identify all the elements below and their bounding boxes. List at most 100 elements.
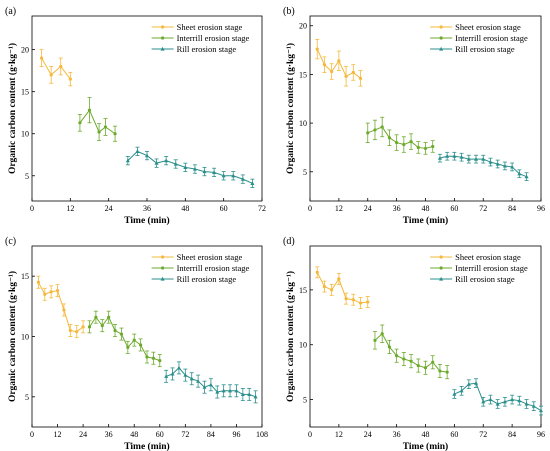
data-point (315, 47, 319, 51)
series-line (79, 109, 116, 135)
data-point (250, 181, 255, 185)
data-point (173, 161, 178, 166)
data-point (176, 365, 181, 370)
legend-label: Sheet erosion stage (455, 252, 521, 262)
data-point (437, 155, 442, 160)
data-point (517, 398, 522, 403)
x-tick-label: 96 (537, 204, 545, 213)
y-tick-label: 15 (299, 70, 307, 79)
data-point (39, 56, 44, 60)
data-point (337, 277, 341, 281)
data-point (322, 63, 327, 67)
x-tick-label: 0 (308, 204, 312, 213)
x-tick-label: 0 (30, 204, 34, 213)
data-point (164, 158, 169, 163)
series-line (367, 126, 433, 149)
x-tick-label: 12 (66, 204, 74, 213)
data-point (445, 370, 449, 374)
y-tick-label: 5 (25, 172, 29, 181)
y-tick-label: 10 (299, 341, 307, 350)
legend-entry: Rill erosion stage (430, 274, 515, 284)
data-point (358, 301, 363, 305)
x-tick-label: 72 (479, 204, 487, 213)
legend-entry: Sheet erosion stage (151, 22, 243, 32)
data-point (395, 354, 399, 358)
data-point (59, 64, 63, 69)
series-rill (164, 361, 258, 404)
y-tick-label: 10 (299, 119, 307, 128)
legend-entry: Sheet erosion stage (151, 252, 242, 262)
data-point (409, 359, 413, 363)
data-point (366, 131, 370, 135)
data-point (113, 328, 117, 333)
data-point (322, 284, 327, 289)
data-point (431, 144, 435, 149)
data-point (247, 392, 252, 397)
legend-label: Interrill erosion stage (455, 263, 528, 273)
series-sheet (39, 49, 73, 87)
data-point (154, 160, 159, 165)
data-point (330, 69, 334, 74)
x-tick-label: 60 (220, 204, 228, 213)
x-tick-label: 36 (393, 204, 401, 213)
data-point (107, 315, 111, 319)
data-point (215, 389, 220, 394)
x-tick-label: 0 (30, 430, 34, 439)
data-point (208, 382, 213, 387)
series-sheet (315, 266, 370, 309)
data-point (55, 289, 60, 293)
x-tick-label: 60 (450, 204, 458, 213)
data-point (495, 161, 500, 166)
x-tick-label: 12 (54, 430, 62, 439)
data-point (192, 166, 197, 171)
y-tick-label: 10 (21, 333, 29, 342)
data-point (158, 359, 162, 363)
x-tick-label: 36 (143, 204, 151, 213)
x-tick-label: 12 (335, 430, 343, 439)
panel-label: (b) (283, 6, 295, 17)
x-tick-label: 24 (364, 204, 372, 213)
data-point (125, 158, 130, 163)
data-point (151, 356, 155, 360)
data-point (234, 388, 239, 393)
x-axis-label: Time (min) (124, 441, 169, 451)
x-tick-label: 48 (181, 204, 189, 213)
data-point (351, 298, 355, 302)
data-point (164, 374, 169, 378)
x-tick-label: 72 (479, 430, 487, 439)
y-tick-label: 20 (21, 46, 29, 55)
data-point (183, 165, 188, 169)
data-point (113, 132, 117, 136)
legend-label: Sheet erosion stage (177, 22, 243, 32)
data-point (366, 300, 370, 304)
legend-marker (439, 266, 443, 270)
series-interrill (87, 310, 162, 368)
data-point (78, 121, 82, 125)
x-tick-label: 72 (258, 204, 266, 213)
data-point (119, 332, 124, 336)
data-point (68, 77, 72, 81)
legend-entry: Sheet erosion stage (430, 252, 521, 262)
x-axis-label: Time (min) (124, 215, 169, 226)
panel-label: (a) (5, 6, 16, 17)
data-point (196, 378, 201, 383)
data-point (100, 324, 104, 328)
legend-marker (439, 276, 444, 281)
data-point (402, 357, 406, 361)
data-point (495, 401, 500, 406)
data-point (474, 380, 479, 385)
legend-marker (439, 255, 443, 259)
y-tick-label: 15 (21, 88, 29, 97)
legend-label: Sheet erosion stage (455, 22, 521, 32)
data-point (240, 176, 245, 181)
panel-label: (d) (283, 236, 295, 247)
series-rill (437, 151, 529, 181)
legend-marker (161, 266, 165, 270)
data-point (466, 382, 471, 386)
data-point (395, 140, 399, 145)
data-point (524, 174, 529, 179)
x-tick-label: 24 (79, 430, 87, 439)
y-axis-label: Organic carbon content (g·kg⁻¹) (7, 271, 18, 402)
x-axis-label: Time (min) (403, 441, 448, 451)
